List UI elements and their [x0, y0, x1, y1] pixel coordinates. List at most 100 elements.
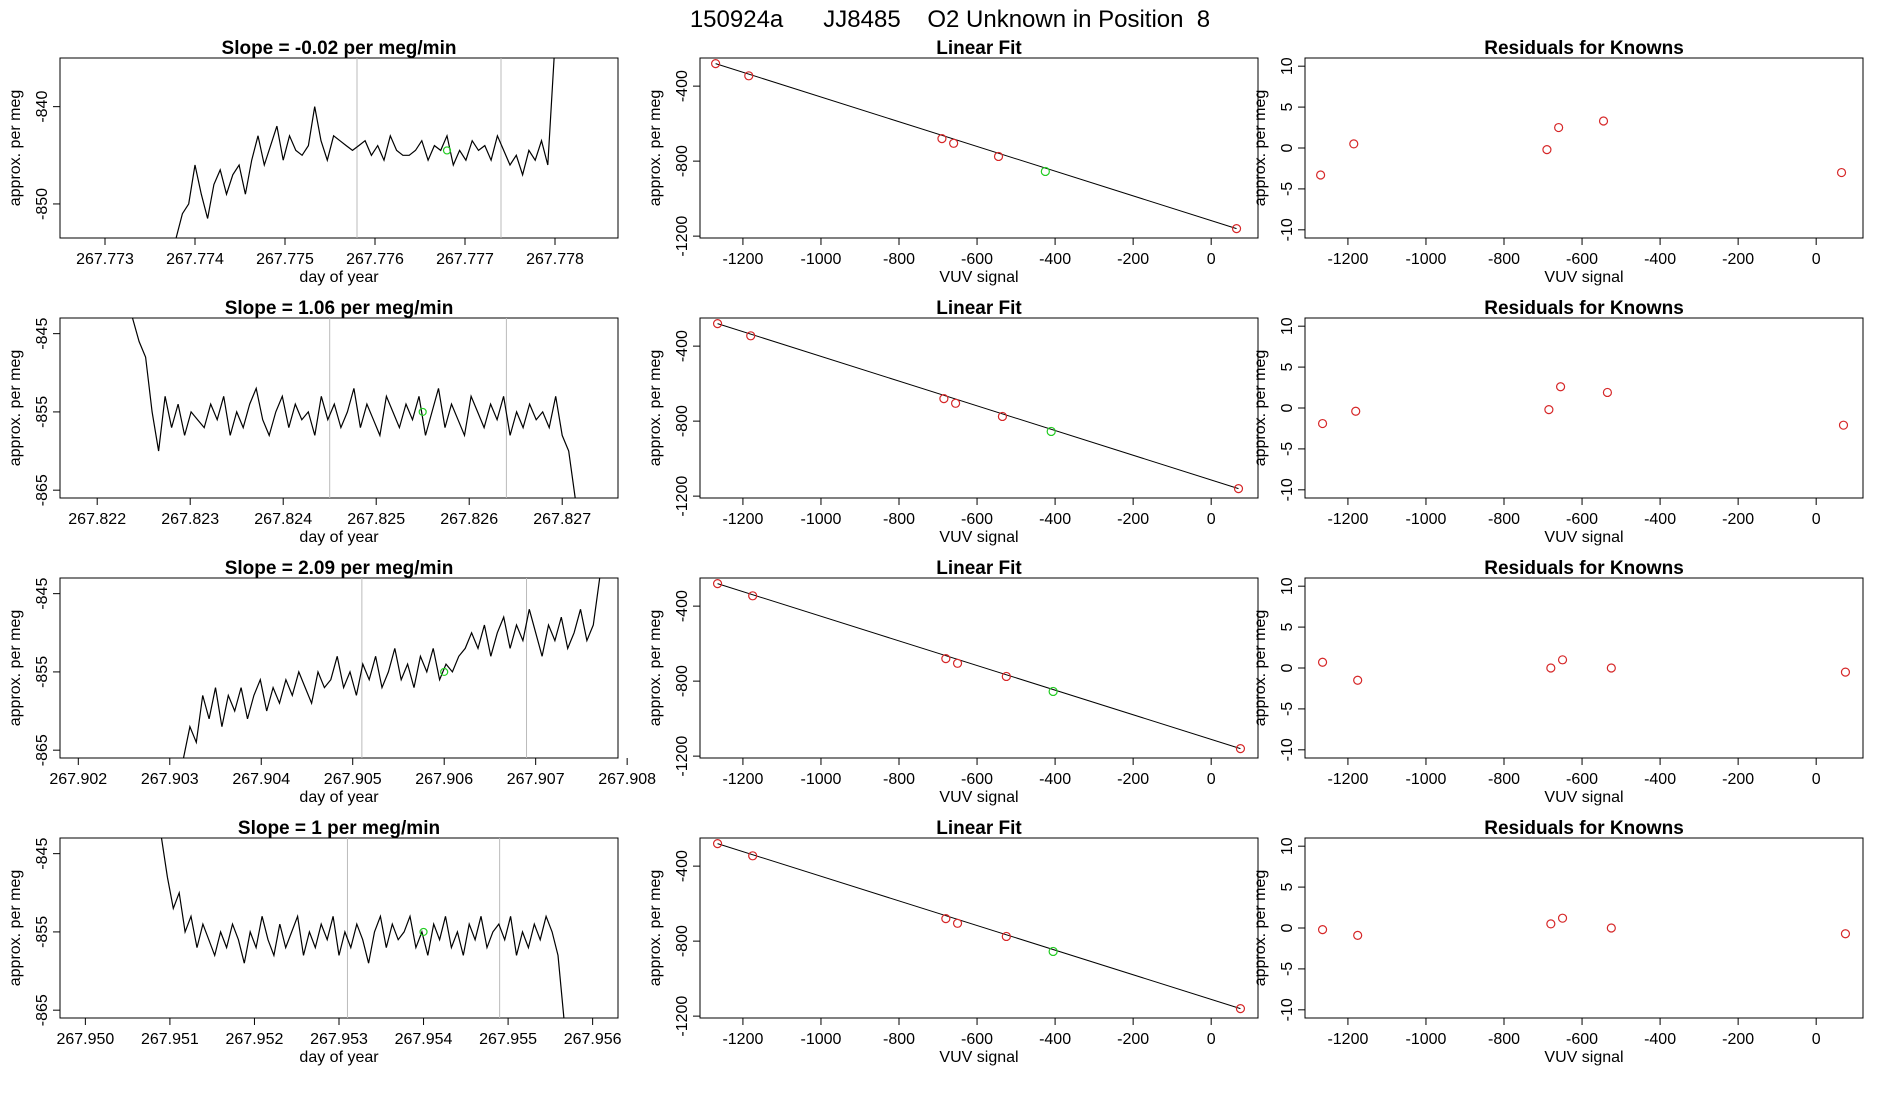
x-tick-label: -800 [883, 771, 915, 788]
y-tick-label: 0 [1279, 923, 1296, 932]
panel-title: Residuals for Knowns [1484, 298, 1684, 319]
known-point [1351, 406, 1361, 416]
x-tick-label: 0 [1812, 771, 1821, 788]
x-tick-label: 0 [1812, 251, 1821, 268]
plot-area [160, 838, 565, 1018]
x-tick-label: -1200 [1327, 511, 1368, 528]
known-point [939, 394, 949, 404]
x-axis-label: VUV signal [939, 1049, 1018, 1066]
known-point [1001, 671, 1011, 682]
x-tick-label: -600 [961, 771, 993, 788]
plot-frame [1304, 317, 1864, 499]
known-point [1598, 116, 1609, 126]
y-tick-label: -800 [674, 405, 691, 437]
plot-area [1317, 382, 1849, 430]
known-point [1546, 919, 1556, 929]
y-tick-label: -400 [674, 590, 691, 622]
y-tick-label: -400 [674, 70, 691, 102]
x-tick-label: -800 [1488, 771, 1520, 788]
plot-frame [699, 577, 1259, 759]
panel-3-3: Residuals for Knowns-1200 -1000 -800 -600 -4… [1252, 558, 1864, 806]
plot-area [711, 59, 1242, 234]
x-tick-label: -1200 [722, 511, 763, 528]
x-tick-label: 267.903 [141, 771, 199, 788]
known-point [1231, 224, 1242, 234]
x-axis-label: day of year [299, 269, 379, 286]
x-tick-label: 267.902 [49, 771, 107, 788]
fit-line [717, 583, 1241, 750]
known-point [1317, 418, 1328, 429]
panel-4-3: Residuals for Knowns-1200 -1000 -800 -600 -4… [1252, 818, 1864, 1066]
y-tick-label: -1200 [674, 996, 691, 1037]
y-tick-label: -865 [34, 474, 51, 506]
y-tick-label: -5 [1279, 442, 1296, 456]
x-tick-label: -800 [883, 1031, 915, 1048]
known-point [1546, 663, 1556, 673]
x-tick-label: -200 [1117, 1031, 1149, 1048]
known-point [1836, 167, 1847, 178]
x-tick-label: -600 [1566, 771, 1598, 788]
panel-2-2: Linear Fit -1200 -1000 -800 -600 -400 -200 0 -40… [647, 298, 1259, 546]
known-point [1606, 663, 1616, 673]
x-tick-label: 0 [1207, 251, 1216, 268]
y-axis-label: approx. per meg [1252, 610, 1269, 727]
x-tick-label: -800 [883, 511, 915, 528]
y-tick-label: 10 [1279, 57, 1296, 75]
series-line [160, 838, 565, 1018]
y-tick-label: -845 [34, 838, 51, 870]
x-tick-label: -200 [1722, 251, 1754, 268]
x-tick-label: -1000 [801, 1031, 842, 1048]
fit-line [717, 843, 1241, 1010]
known-point [1353, 675, 1363, 685]
x-tick-label: -1000 [801, 511, 842, 528]
y-axis-label: approx. per meg [7, 610, 24, 727]
unknown-marker [440, 667, 449, 677]
x-tick-label: 267.907 [507, 771, 565, 788]
known-point [1233, 484, 1244, 494]
panel-title: Slope = 2.09 per meg/min [225, 558, 454, 579]
x-tick-label: 267.778 [526, 251, 584, 268]
x-tick-label: 0 [1812, 1031, 1821, 1048]
x-tick-label: 267.824 [254, 511, 312, 528]
plot-frame [1304, 837, 1864, 1019]
known-point [712, 839, 723, 849]
x-tick-label: 267.774 [166, 251, 224, 268]
known-point [1544, 405, 1554, 415]
plot-frame [59, 57, 619, 239]
plot-frame [699, 837, 1259, 1019]
known-point [712, 579, 723, 589]
x-tick-label: 267.777 [436, 251, 494, 268]
y-tick-label: -845 [34, 318, 51, 350]
plot-frame [1304, 57, 1864, 239]
x-axis-label: VUV signal [1544, 529, 1623, 546]
panel-2-1: Slope = 1.06 per meg/min 267.822 267.823 26… [7, 298, 619, 546]
plot-area [175, 58, 555, 238]
series-line [131, 318, 576, 498]
x-tick-label: 267.951 [141, 1031, 199, 1048]
panel-title: Residuals for Knowns [1484, 558, 1684, 579]
known-point [1001, 931, 1011, 942]
known-point [993, 151, 1004, 162]
known-point [949, 138, 959, 148]
unknown-marker [442, 146, 452, 155]
y-tick-label: -5 [1279, 702, 1296, 716]
series-line [182, 578, 601, 758]
x-tick-label: -600 [961, 251, 993, 268]
y-axis-label: approx. per meg [7, 90, 24, 207]
x-axis-label: day of year [299, 1049, 379, 1066]
panel-title: Linear Fit [936, 818, 1022, 839]
known-point [1235, 1004, 1246, 1014]
x-tick-label: -400 [1644, 251, 1676, 268]
x-tick-label: -1000 [801, 251, 842, 268]
y-tick-label: 0 [1279, 143, 1296, 152]
x-tick-label: 0 [1207, 511, 1216, 528]
plot-frame [59, 577, 619, 759]
x-tick-label: -200 [1722, 511, 1754, 528]
y-axis-label: approx. per meg [647, 90, 664, 207]
x-tick-label: 267.955 [479, 1031, 537, 1048]
x-tick-label: 267.954 [395, 1031, 453, 1048]
y-tick-label: 0 [1279, 663, 1296, 672]
plot-area [1316, 116, 1847, 180]
y-tick-label: 10 [1279, 317, 1296, 335]
